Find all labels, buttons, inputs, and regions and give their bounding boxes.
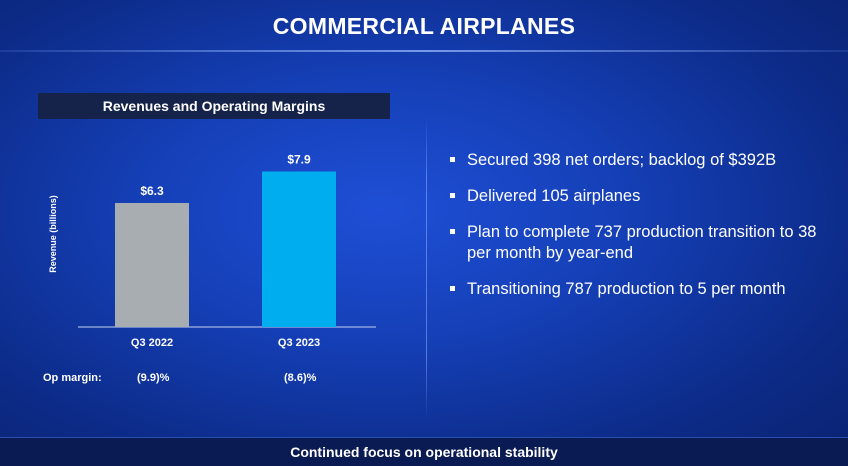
op-margin-label: Op margin: [43,372,102,384]
op-margin-q3-2022: (9.9)% [137,372,170,384]
bullet-icon [450,193,455,198]
title-divider [0,50,848,52]
bullet-icon [450,229,455,234]
op-margin-q3-2023: (8.6)% [284,372,317,384]
bullet-item: Transitioning 787 production to 5 per mo… [450,279,840,300]
bullet-text: Secured 398 net orders; backlog of $392B [467,151,777,169]
bullet-text: Plan to complete 737 production transiti… [467,223,817,262]
bullet-text: Transitioning 787 production to 5 per mo… [467,280,786,298]
bullet-icon [450,157,455,162]
bar-q3-2022 [115,202,189,327]
bullet-text: Delivered 105 airplanes [467,187,641,205]
bullet-item: Delivered 105 airplanes [450,186,840,207]
bar-q3-2023 [262,171,336,327]
footer-banner: Continued focus on operational stability [0,437,848,466]
bullet-item: Plan to complete 737 production transiti… [450,222,840,264]
chart-header: Revenues and Operating Margins [38,93,390,119]
data-label: $7.9 [287,152,311,166]
highlights-list: Secured 398 net orders; backlog of $392B… [450,150,840,315]
x-tick-label: Q3 2023 [278,337,320,349]
bullet-icon [450,286,455,291]
x-tick-label: Q3 2022 [131,337,173,349]
bullet-item: Secured 398 net orders; backlog of $392B [450,150,840,171]
column-divider [426,118,427,418]
data-label: $6.3 [140,184,164,198]
slide-title: COMMERCIAL AIRPLANES [272,13,576,39]
